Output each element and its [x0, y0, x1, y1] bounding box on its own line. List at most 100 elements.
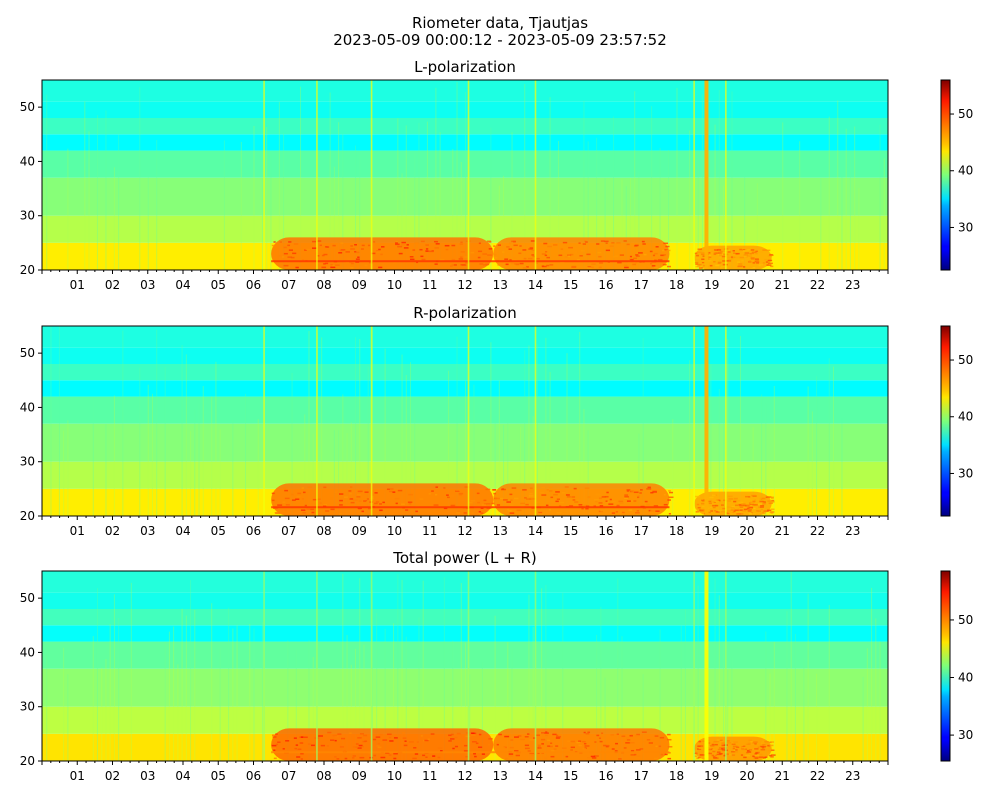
enhancement-speckle — [706, 252, 711, 254]
heatmap-streak — [96, 588, 98, 761]
enhancement-speckle — [301, 259, 305, 261]
heatmap-streak — [600, 606, 602, 761]
enhancement-speckle — [454, 745, 459, 748]
enhancement-speckle — [567, 740, 571, 742]
enhancement-speckle — [746, 507, 750, 510]
enhancement-speckle — [697, 251, 702, 254]
enhancement-speckle — [408, 503, 412, 505]
enhancement-speckle — [555, 500, 559, 503]
enhancement-speckle — [740, 748, 746, 750]
enhancement-speckle — [730, 757, 734, 759]
enhancement-speckle — [470, 732, 475, 734]
heatmap-streak — [359, 154, 361, 270]
heatmap-panel-3: Total power (L + R) 20 30 40 50 01 02 03 04 05 06 0… — [20, 549, 974, 783]
enhancement-speckle — [324, 262, 329, 265]
heatmap-streak — [799, 141, 801, 270]
heatmap-streak — [465, 91, 466, 270]
enhancement-speckle — [407, 501, 413, 503]
heatmap-streak — [773, 642, 775, 761]
enhancement-speckle — [733, 256, 736, 259]
enhancement-speckle — [388, 490, 393, 493]
heatmap-streak — [414, 153, 416, 270]
enhancement-speckle — [746, 751, 749, 754]
enhancement-speckle — [449, 495, 455, 497]
enhancement-speckle — [553, 748, 557, 750]
x-tick-label: 20 — [739, 524, 754, 538]
heatmap-streak — [384, 628, 386, 761]
heatmap-streak — [164, 642, 166, 761]
spike — [316, 80, 318, 270]
heatmap-streak — [849, 153, 851, 270]
heatmap-streak — [672, 419, 674, 516]
enhancement-speckle — [762, 503, 766, 505]
enhancement-speckle — [712, 504, 717, 507]
enhancement-speckle — [341, 737, 346, 740]
colorbar: 30 40 50 — [940, 570, 973, 762]
enhancement-speckle — [616, 242, 621, 244]
enhancement-speckle — [401, 241, 406, 244]
enhancement-speckle — [508, 242, 512, 245]
colorbar-tick-label: 30 — [958, 728, 973, 742]
enhancement-speckle — [477, 256, 481, 259]
enhancement-speckle — [565, 755, 569, 758]
enhancement-speckle — [275, 733, 278, 735]
enhancement-speckle — [470, 251, 475, 254]
enhancement-speckle — [713, 260, 716, 263]
enhancement-speckle — [645, 266, 649, 269]
enhancement-speckle — [761, 740, 765, 743]
enhancement-speckle — [416, 261, 419, 264]
enhancement-speckle — [514, 750, 519, 752]
enhancement-speckle — [654, 735, 659, 737]
heatmap-streak — [866, 648, 868, 761]
enhancement-speckle — [336, 758, 340, 760]
enhancement-speckle — [601, 738, 606, 741]
y-tick-label: 40 — [20, 400, 35, 414]
enhancement-speckle — [466, 732, 470, 734]
enhancement-speckle — [758, 756, 764, 758]
spike — [467, 571, 470, 761]
enhancement-speckle — [403, 744, 408, 747]
heatmap-streak — [219, 647, 221, 761]
heatmap-band — [42, 625, 888, 642]
enhancement-speckle — [434, 493, 438, 496]
enhancement-speckle — [515, 754, 520, 757]
enhancement-speckle — [454, 505, 457, 507]
enhancement-speckle — [448, 740, 452, 742]
enhancement-speckle — [479, 263, 484, 265]
enhancement-speckle — [337, 744, 341, 746]
enhancement-speckle — [635, 735, 639, 737]
heatmap-streak — [871, 587, 873, 761]
enhancement-speckle — [726, 506, 731, 508]
enhancement-speckle — [651, 265, 656, 267]
enhancement-speckle — [457, 510, 461, 513]
enhancement-speckle — [731, 754, 736, 756]
enhancement-speckle — [762, 512, 766, 515]
enhancement-speckle — [646, 739, 651, 741]
enhancement-speckle — [743, 745, 746, 748]
enhancement-speckle — [375, 736, 381, 738]
heatmap-streak — [240, 142, 242, 270]
enhancement-speckle — [639, 748, 644, 750]
enhancement-speckle — [667, 757, 672, 760]
enhancement-speckle — [583, 504, 588, 507]
enhancement-speckle — [378, 248, 381, 251]
enhancement-speckle — [312, 240, 316, 243]
enhancement-speckle — [301, 736, 304, 738]
enhancement-speckle — [769, 496, 775, 498]
heatmap-streak — [532, 626, 534, 761]
enhancement-speckle — [444, 244, 450, 247]
heatmap-streak — [820, 178, 822, 270]
enhancement-speckle — [733, 497, 738, 500]
panel-title: R-polarization — [413, 304, 516, 322]
enhancement-speckle — [733, 252, 736, 254]
enhancement-speckle — [398, 252, 403, 255]
x-tick-label: 15 — [563, 278, 578, 292]
enhancement-speckle — [750, 258, 755, 260]
enhancement-speckle — [708, 255, 712, 257]
enhancement-speckle — [405, 509, 409, 511]
enhancement-speckle — [357, 747, 362, 749]
enhancement-speckle — [744, 252, 750, 254]
heatmap-streak — [278, 102, 280, 270]
x-tick-label: 23 — [845, 524, 860, 538]
enhancement-speckle — [454, 736, 458, 739]
